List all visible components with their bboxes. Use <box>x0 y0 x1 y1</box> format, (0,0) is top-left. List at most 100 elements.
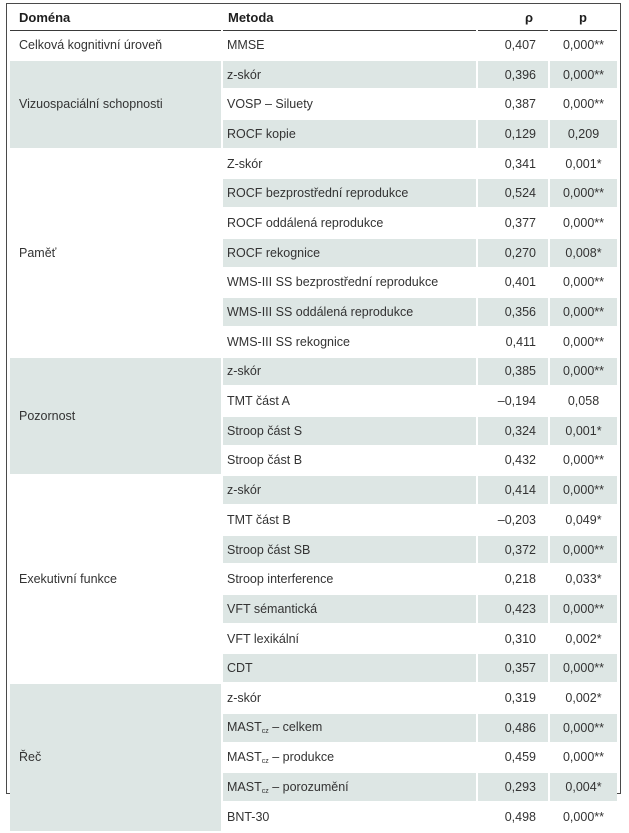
method-cell: Stroop část S <box>221 415 477 447</box>
p-cell: 0,049* <box>548 505 617 536</box>
method-cell: ROCF bezprostřední reprodukce <box>221 178 477 210</box>
method-cell: ROCF oddálená reprodukce <box>221 208 477 239</box>
method-cell: TMT část A <box>221 386 477 417</box>
p-cell: 0,000** <box>548 326 617 358</box>
table-row: Stroop část S 0,324 0,001* <box>10 415 617 447</box>
table-body: Celková kognitivní úroveň MMSE 0,407 0,000*… <box>10 30 617 833</box>
p-cell: 0,000** <box>548 801 617 833</box>
method-suffix: – produkce <box>268 749 335 764</box>
method-suffix: – porozumění <box>268 779 349 794</box>
rho-cell: 0,387 <box>476 89 549 121</box>
domain-cell: Pozornost <box>10 356 222 477</box>
rho-cell: 0,129 <box>476 119 549 150</box>
method-cell: VOSP – Siluety <box>221 89 477 121</box>
method-subscript: cz <box>261 757 269 765</box>
table-row: ROCF rekognice 0,270 0,008* <box>10 237 617 269</box>
rho-cell: 0,270 <box>476 237 549 269</box>
table-row: WMS-III SS bezprostřední reprodukce 0,401… <box>10 267 617 299</box>
table-row: ROCF bezprostřední reprodukce 0,524 0,000*… <box>10 178 617 210</box>
correlation-table: Doména Metoda ρ p Celková kognitivní úro… <box>10 4 617 833</box>
rho-cell: 0,459 <box>476 742 549 774</box>
table-row: MASTcz – celkem 0,486 0,000** <box>10 712 617 744</box>
p-cell: 0,000** <box>548 208 617 239</box>
method-cell: z-skór <box>221 59 477 91</box>
rho-cell: 0,432 <box>476 445 549 477</box>
rho-cell: 0,218 <box>476 564 549 596</box>
method-cell: MASTcz – celkem <box>221 712 477 744</box>
p-cell: 0,000** <box>548 30 617 61</box>
method-cell: z-skór <box>221 683 477 714</box>
p-cell: 0,000** <box>548 445 617 477</box>
table-row: Stroop interference 0,218 0,033* <box>10 564 617 596</box>
rho-cell: 0,357 <box>476 653 549 685</box>
method-cell: ROCF kopie <box>221 119 477 150</box>
rho-cell: 0,486 <box>476 712 549 744</box>
table-row: TMT část A –0,194 0,058 <box>10 386 617 417</box>
method-cell: Stroop část SB <box>221 534 477 566</box>
method-cell: TMT část B <box>221 505 477 536</box>
method-cell: MASTcz – porozumění <box>221 772 477 803</box>
table-row: VFT sémantická 0,423 0,000** <box>10 594 617 625</box>
table-row: Celková kognitivní úroveň MMSE 0,407 0,000*… <box>10 30 617 61</box>
p-cell: 0,000** <box>548 89 617 121</box>
p-cell: 0,058 <box>548 386 617 417</box>
method-cell: VFT sémantická <box>221 594 477 625</box>
method-label: MAST <box>227 779 262 794</box>
header-domain: Doména <box>10 4 222 31</box>
method-cell: WMS-III SS bezprostřední reprodukce <box>221 267 477 299</box>
p-cell: 0,209 <box>548 119 617 150</box>
method-subscript: cz <box>261 728 269 736</box>
rho-cell: 0,356 <box>476 297 549 328</box>
table-row: Vizuospaciální schopnosti z-skór 0,396 0,00… <box>10 59 617 150</box>
p-cell: 0,000** <box>548 356 617 388</box>
rho-cell: 0,524 <box>476 178 549 210</box>
rho-cell: 0,319 <box>476 683 549 714</box>
header-rho: ρ <box>477 4 549 31</box>
rho-cell: 0,324 <box>476 415 549 447</box>
rho-cell: 0,498 <box>476 801 549 833</box>
table-row: TMT část B –0,203 0,049* <box>10 505 617 536</box>
table-row: CDT 0,357 0,000** <box>10 653 617 685</box>
method-subscript: cz <box>261 787 269 795</box>
domain-cell: Řeč <box>10 683 222 833</box>
table-row: WMS-III SS rekognice 0,411 0,000** <box>10 326 617 358</box>
rho-cell: 0,401 <box>476 267 549 299</box>
table-row: Stroop část SB 0,372 0,000** <box>10 534 617 566</box>
p-cell: 0,004* <box>548 772 617 803</box>
table-row: Pozornost z-skór 0,385 0,000** <box>10 356 617 477</box>
method-cell: MMSE <box>221 30 477 61</box>
method-label: MAST <box>227 749 262 764</box>
method-cell: MASTcz – produkce <box>221 742 477 774</box>
method-cell: z-skór <box>221 356 477 388</box>
p-cell: 0,000** <box>548 178 617 210</box>
rho-cell: 0,310 <box>476 623 549 655</box>
p-cell: 0,000** <box>548 653 617 685</box>
table-row: Řeč z-skór 0,319 0,002* <box>10 683 617 833</box>
table-row: MASTcz – porozumění 0,293 0,004* <box>10 772 617 803</box>
domain-cell: Celková kognitivní úroveň <box>10 30 222 61</box>
table-row: Exekutivní funkce z-skór 0,414 0,000** <box>10 475 617 685</box>
method-suffix: – celkem <box>268 720 323 735</box>
header-row: Doména Metoda ρ p <box>10 4 617 31</box>
method-label: MAST <box>227 720 262 735</box>
table-row: VFT lexikální 0,310 0,002* <box>10 623 617 655</box>
p-cell: 0,000** <box>548 534 617 566</box>
rho-cell: 0,293 <box>476 772 549 803</box>
method-cell: VFT lexikální <box>221 623 477 655</box>
p-cell: 0,000** <box>548 594 617 625</box>
p-cell: 0,002* <box>548 623 617 655</box>
rho-cell: 0,377 <box>476 208 549 239</box>
rho-cell: 0,396 <box>476 59 549 91</box>
p-cell: 0,000** <box>548 267 617 299</box>
rho-cell: 0,372 <box>476 534 549 566</box>
p-cell: 0,000** <box>548 712 617 744</box>
table-row: Paměť Z-skór 0,341 0,001* <box>10 148 617 358</box>
rho-cell: 0,414 <box>476 475 549 506</box>
method-cell: Stroop část B <box>221 445 477 477</box>
p-cell: 0,000** <box>548 475 617 506</box>
method-cell: ROCF rekognice <box>221 237 477 269</box>
method-cell: WMS-III SS oddálená reprodukce <box>221 297 477 328</box>
table-row: WMS-III SS oddálená reprodukce 0,356 0,000… <box>10 297 617 328</box>
rho-cell: 0,411 <box>476 326 549 358</box>
p-cell: 0,008* <box>548 237 617 269</box>
